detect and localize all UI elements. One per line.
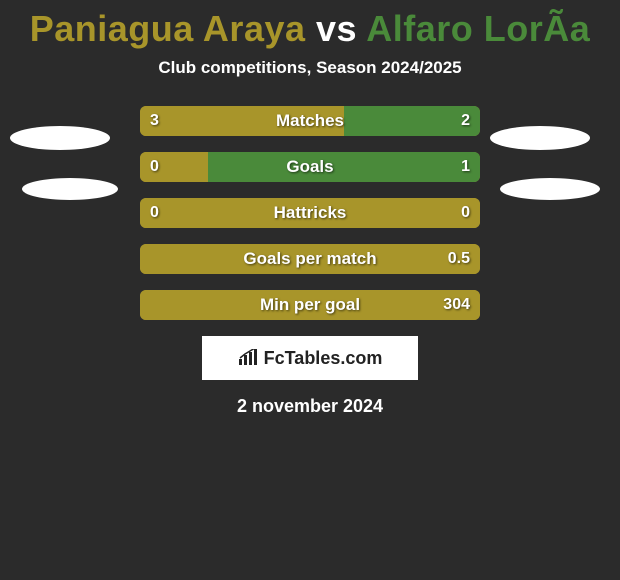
stat-value-left: 0 [150,198,159,228]
stat-value-right: 304 [443,290,470,320]
logo: FcTables.com [238,348,383,369]
date: 2 november 2024 [0,396,620,417]
stats-area: Matches32Goals01Hattricks00Goals per mat… [0,106,620,320]
stat-value-left: 3 [150,106,159,136]
title-player-b: Alfaro LorÃ­a [366,8,590,49]
stat-label: Min per goal [140,290,480,320]
stat-label: Goals per match [140,244,480,274]
stat-label: Hattricks [140,198,480,228]
stat-value-right: 0 [461,198,470,228]
title-vs: vs [316,8,357,49]
stat-row: Hattricks0 0 [140,198,480,228]
page-title: Paniagua Araya vs Alfaro LorÃ­a [0,0,620,50]
title-player-a: Paniagua Araya [30,8,306,49]
stat-row: Matches3 2 [140,106,480,136]
stat-value-right: 1 [461,152,470,182]
logo-box: FcTables.com [202,336,418,380]
logo-text: FcTables.com [264,348,383,369]
stat-value-left: 0 [150,152,159,182]
bar-chart-icon [238,349,260,367]
stat-row: Goals0 1 [140,152,480,182]
stat-value-right: 2 [461,106,470,136]
stat-label: Matches [140,106,480,136]
stat-row: Goals per match0.5 [140,244,480,274]
stat-row: Min per goal304 [140,290,480,320]
stat-label: Goals [140,152,480,182]
stat-value-right: 0.5 [448,244,470,274]
subtitle: Club competitions, Season 2024/2025 [0,58,620,78]
